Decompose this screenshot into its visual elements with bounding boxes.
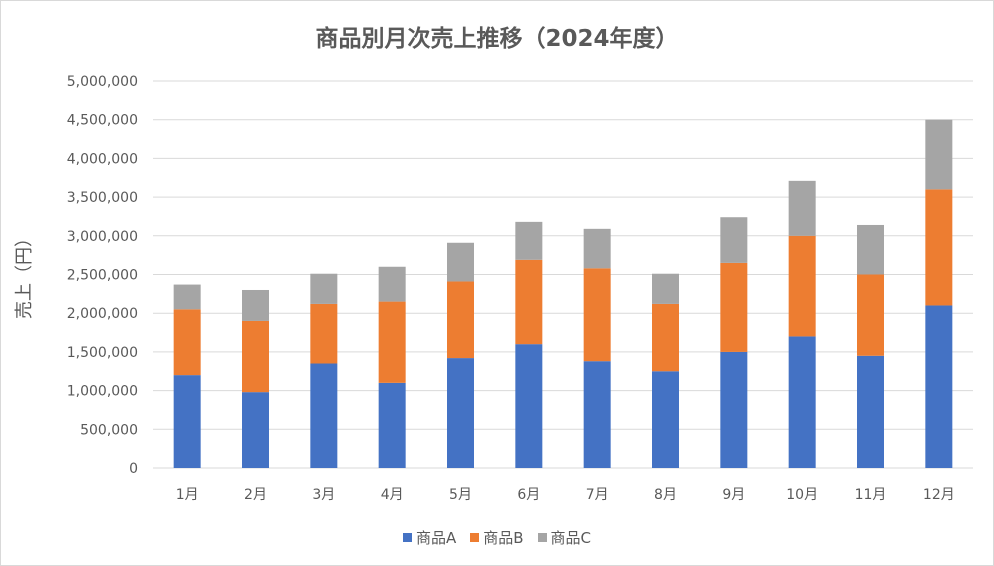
bar-商品C-1月 [173, 284, 201, 310]
bar-商品A-11月 [857, 355, 884, 468]
bar-商品B-10月 [788, 235, 816, 337]
bar-商品A-2月 [242, 392, 269, 468]
bar-商品A-5月 [447, 358, 474, 468]
chart-title: 商品別月次売上推移（2024年度） [315, 26, 679, 52]
legend-label: 商品B [483, 529, 524, 547]
x-tick-label: 3月 [312, 487, 335, 503]
bar-商品B-3月 [310, 303, 338, 364]
bar-商品B-4月 [378, 301, 406, 383]
bar-商品B-1月 [173, 309, 201, 376]
y-tick-label: 2,500,000 [67, 268, 138, 284]
legend-swatch [537, 533, 547, 542]
y-tick-label: 4,000,000 [67, 151, 138, 167]
legend-swatch [470, 533, 480, 542]
bar-商品C-11月 [857, 224, 884, 275]
x-tick-label: 12月 [923, 487, 955, 503]
bar-商品C-10月 [788, 180, 816, 236]
bar-商品A-12月 [925, 305, 953, 468]
bar-商品A-6月 [515, 344, 543, 468]
bar-商品B-5月 [447, 281, 474, 359]
x-tick-label: 7月 [586, 487, 609, 503]
y-tick-label: 1,000,000 [67, 384, 138, 400]
bar-商品C-5月 [447, 242, 474, 282]
y-tick-label: 0 [129, 461, 138, 477]
x-tick-label: 9月 [722, 487, 745, 503]
bar-商品B-12月 [925, 189, 953, 306]
y-tick-label: 2,000,000 [67, 306, 138, 322]
bar-商品A-3月 [310, 363, 338, 468]
legend-item: 商品A [402, 527, 457, 548]
x-tick-label: 6月 [517, 487, 540, 503]
legend-label: 商品A [415, 529, 457, 547]
bar-商品C-4月 [378, 266, 406, 302]
bar-商品A-9月 [720, 351, 748, 468]
bar-商品B-6月 [515, 259, 543, 345]
bar-商品B-11月 [857, 274, 884, 356]
bar-商品A-1月 [173, 375, 201, 468]
legend-item: 商品B [470, 527, 524, 548]
bar-商品A-10月 [788, 336, 816, 468]
x-tick-label: 8月 [654, 487, 677, 503]
x-tick-label: 1月 [176, 487, 199, 503]
bar-商品A-4月 [378, 382, 406, 468]
y-tick-label: 3,000,000 [67, 229, 138, 245]
bar-商品B-2月 [242, 320, 269, 393]
bar-商品A-8月 [652, 371, 679, 468]
legend-swatch [402, 533, 412, 542]
x-tick-label: 2月 [244, 487, 267, 503]
legend: 商品A 商品B 商品C [1, 527, 993, 548]
x-tick-label: 5月 [449, 487, 472, 503]
y-tick-label: 5,000,000 [67, 74, 138, 90]
x-tick-label: 10月 [786, 487, 818, 503]
bar-商品C-2月 [242, 289, 269, 321]
bar-商品C-8月 [652, 273, 679, 304]
legend-label: 商品C [550, 529, 592, 547]
y-tick-label: 4,500,000 [67, 113, 138, 129]
bar-商品A-7月 [583, 361, 611, 468]
bar-商品B-8月 [652, 303, 679, 372]
bar-商品B-7月 [583, 268, 611, 362]
y-tick-label: 3,500,000 [67, 190, 138, 206]
bar-商品C-12月 [925, 119, 953, 190]
bar-商品C-3月 [310, 273, 338, 304]
bar-商品C-7月 [583, 228, 611, 269]
bar-商品B-9月 [720, 262, 748, 352]
y-tick-label: 1,500,000 [67, 345, 138, 361]
x-tick-label: 4月 [381, 487, 404, 503]
bar-商品C-9月 [720, 217, 748, 263]
x-tick-label: 11月 [855, 487, 887, 503]
y-tick-label: 500,000 [80, 422, 138, 438]
legend-item: 商品C [537, 527, 592, 548]
bar-商品C-6月 [515, 221, 543, 260]
